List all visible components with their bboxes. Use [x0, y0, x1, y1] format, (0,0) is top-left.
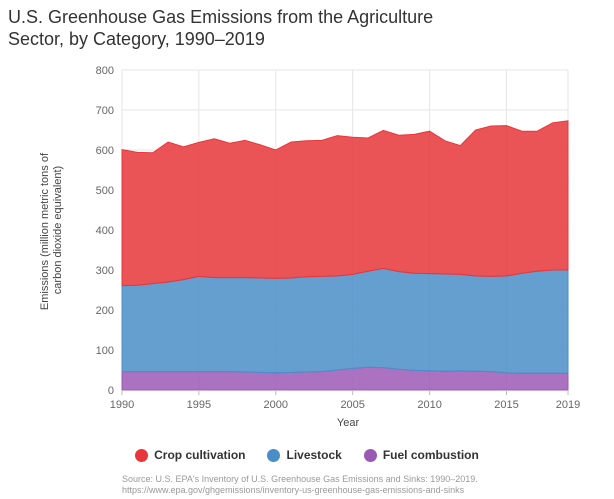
area-series [121, 120, 569, 391]
legend-label: Crop cultivation [154, 448, 246, 462]
chart-title: U.S. Greenhouse Gas Emissions from the A… [8, 6, 608, 50]
legend-item-livestock[interactable]: Livestock [267, 448, 342, 462]
x-axis: 1990 1995 2000 2005 2010 2015 2019 [110, 390, 580, 411]
source-line2: https://www.epa.gov/ghgemissions/invento… [122, 485, 465, 495]
area-livestock[interactable] [121, 267, 569, 374]
y-axis-title-line1: Emissions (million metric tons of [39, 152, 51, 310]
y-tick-label-700: 700 [96, 105, 114, 117]
x-tick-label-2000: 2000 [264, 399, 288, 411]
y-axis-title: Emissions (million metric tons of carbon… [39, 150, 64, 310]
y-axis: 0 100 200 300 400 500 600 700 800 [96, 65, 114, 397]
y-axis-title-line2: carbon dioxide equivalent) [52, 166, 64, 294]
x-axis-title: Year [337, 417, 360, 429]
legend-label: Fuel combustion [382, 448, 479, 462]
y-tick-label-500: 500 [96, 185, 114, 197]
chart-area: 1990 1995 2000 2005 2010 2015 2019 0 100 200 300 4… [39, 65, 580, 429]
x-tick-label-2005: 2005 [340, 399, 364, 411]
x-tick-label-2019: 2019 [556, 399, 580, 411]
y-tick-label-300: 300 [96, 265, 114, 277]
legend-marker [363, 448, 377, 462]
legend: Crop cultivation Livestock Fuel combustion [0, 448, 614, 462]
x-tick-label-2015: 2015 [494, 399, 518, 411]
y-tick-label-400: 400 [96, 225, 114, 237]
x-tick-label-1990: 1990 [110, 399, 134, 411]
source-note: Source: U.S. EPA's Inventory of U.S. Gre… [122, 474, 478, 496]
legend-label: Livestock [286, 448, 342, 462]
source-line1: Source: U.S. EPA's Inventory of U.S. Gre… [122, 474, 478, 484]
y-tick-label-800: 800 [96, 65, 114, 77]
legend-marker [135, 448, 149, 462]
y-tick-label-200: 200 [96, 305, 114, 317]
y-tick-label-600: 600 [96, 145, 114, 157]
y-tick-label-0: 0 [108, 385, 114, 397]
legend-item-fuel-combustion[interactable]: Fuel combustion [363, 448, 479, 462]
legend-marker [267, 448, 281, 462]
y-tick-label-100: 100 [96, 345, 114, 357]
area-crop-cultivation[interactable] [121, 120, 569, 287]
legend-item-crop-cultivation[interactable]: Crop cultivation [135, 448, 245, 462]
x-tick-label-1995: 1995 [187, 399, 211, 411]
x-tick-label-2010: 2010 [417, 399, 441, 411]
chart-title-line1: U.S. Greenhouse Gas Emissions from the A… [8, 7, 434, 27]
chart-title-line2: Sector, by Category, 1990–2019 [8, 29, 265, 49]
